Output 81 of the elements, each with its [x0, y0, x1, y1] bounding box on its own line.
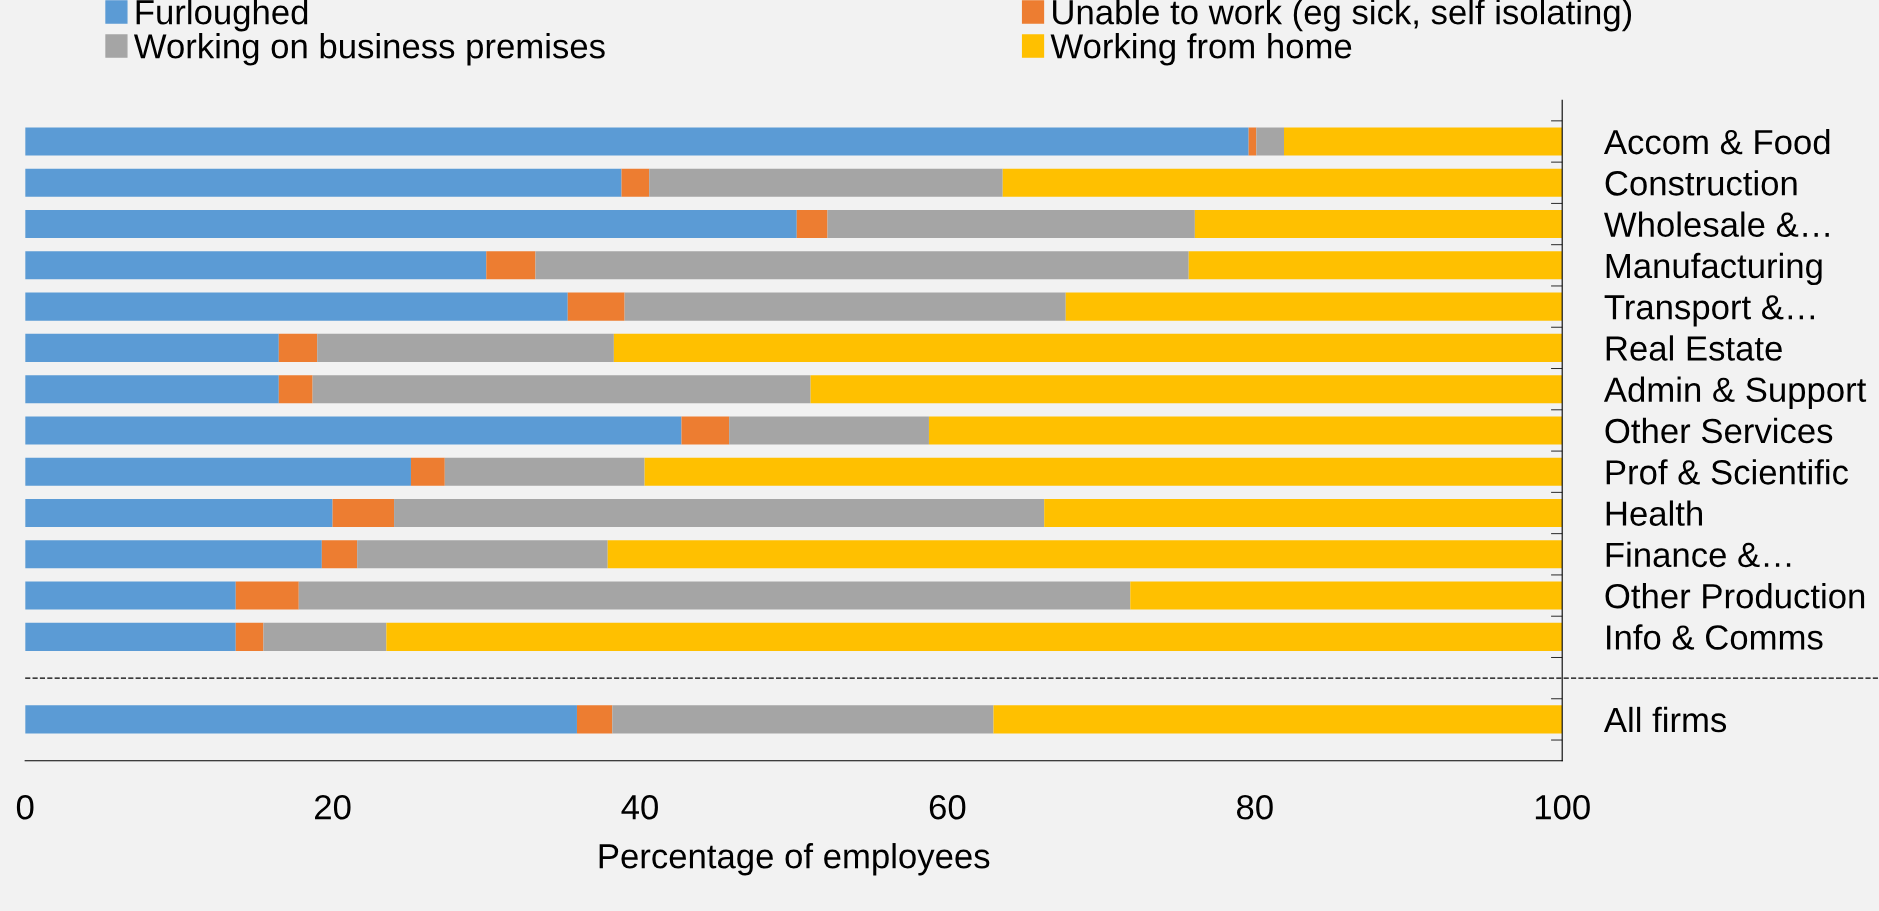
bar [796, 210, 828, 239]
bar [25, 375, 279, 404]
bar [25, 540, 322, 569]
y-tick-label: All firms [1603, 706, 1727, 733]
bar [25, 127, 1249, 156]
bar [278, 375, 313, 404]
bar [386, 622, 1563, 651]
bar [644, 457, 1563, 486]
bar [1130, 581, 1563, 610]
bar [321, 540, 358, 569]
bar [25, 251, 487, 280]
bar [993, 705, 1563, 734]
bar [25, 705, 577, 734]
bar [729, 416, 929, 445]
bar [567, 292, 625, 321]
bar [25, 416, 682, 445]
bar [235, 622, 264, 651]
bar [681, 416, 730, 445]
y-tick-label: Other Production [1605, 582, 1865, 609]
bar [357, 540, 608, 569]
y-tick-label: Admin & Support [1603, 376, 1867, 409]
bar [332, 498, 395, 528]
bar [607, 540, 1563, 569]
bar [312, 375, 811, 404]
x-tick-label: 100 [1535, 794, 1590, 820]
y-tick-label: Health [1606, 500, 1702, 526]
bar [278, 333, 318, 362]
bar [235, 581, 299, 610]
bar [535, 251, 1189, 280]
bar [621, 168, 650, 197]
x-tick-label: 0 [16, 794, 34, 820]
bar [25, 168, 622, 197]
bar [444, 457, 645, 486]
y-tick-label: Other Services [1605, 417, 1833, 444]
bar [1194, 210, 1563, 239]
bar [410, 457, 445, 486]
y-tick-label: Wholesale &… [1604, 211, 1829, 237]
bar [25, 333, 279, 362]
bar [317, 333, 614, 362]
bar [1188, 251, 1563, 280]
bar [25, 210, 797, 239]
bar [263, 622, 387, 651]
bar [624, 292, 1066, 321]
x-tick-label: 40 [621, 794, 658, 820]
bar [1248, 127, 1257, 156]
y-tick-label: Manufacturing [1606, 252, 1822, 286]
y-tick-label: Finance &… [1606, 541, 1791, 568]
bar [928, 416, 1563, 445]
bar [1002, 168, 1563, 197]
bar [1284, 127, 1563, 156]
x-tick-label: 80 [1237, 794, 1273, 820]
y-tick-label: Prof & Scientific [1606, 459, 1849, 485]
y-tick-label: Real Estate [1606, 335, 1782, 361]
bar [25, 292, 568, 321]
bar [486, 251, 536, 280]
bar [1256, 127, 1284, 156]
legend-label: Furloughed [136, 0, 308, 32]
y-tick-label: Info & Comms [1607, 624, 1823, 650]
y-tick-label: Transport &… [1604, 295, 1814, 327]
legend-label: Working from home [1050, 33, 1352, 66]
x-tick-label: 60 [929, 794, 966, 820]
y-tick-label: Construction [1605, 170, 1797, 196]
bar [613, 333, 1563, 362]
bar [25, 457, 411, 486]
bar [827, 210, 1195, 239]
bar [612, 705, 994, 734]
bar [394, 498, 1045, 528]
bar [1044, 498, 1563, 528]
bar [25, 581, 236, 610]
x-tick-label: 20 [315, 794, 351, 820]
bar [576, 705, 613, 734]
bar [298, 581, 1131, 610]
bar [25, 622, 236, 651]
bar [1065, 292, 1563, 321]
bar [649, 168, 1003, 197]
x-axis-title: Percentage of employees [599, 843, 990, 876]
bar [810, 375, 1563, 404]
legend-label: Working on business premises [133, 33, 605, 66]
y-tick-label: Accom & Food [1603, 128, 1830, 155]
bar [25, 498, 333, 528]
legend-label: Unable to work (eg sick, self isolating) [1053, 0, 1632, 32]
